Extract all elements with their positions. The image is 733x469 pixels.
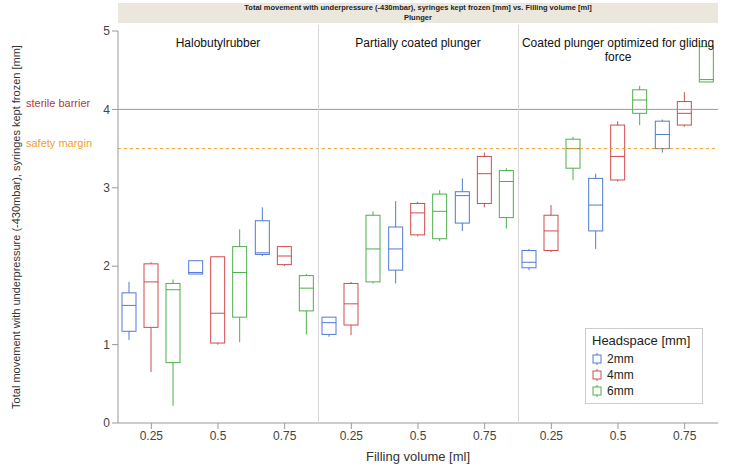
- svg-text:0.25: 0.25: [540, 429, 564, 443]
- svg-text:Filling volume [ml]: Filling volume [ml]: [366, 449, 470, 464]
- html-text:safety margin: safety margin: [26, 136, 92, 149]
- svg-text:3: 3: [103, 181, 110, 195]
- svg-text:0.5: 0.5: [610, 429, 627, 443]
- html-text:6mm: 6mm: [607, 384, 634, 398]
- svg-text:0: 0: [103, 416, 110, 430]
- html-text:Plunger: Plunger: [404, 13, 432, 22]
- html-text:Total movement with underpress: Total movement with underpressure (-430m…: [244, 3, 592, 12]
- html-text:2mm: 2mm: [607, 352, 634, 366]
- html-text:Total movement with underpress: Total movement with underpressure (-430m…: [10, 45, 22, 409]
- svg-text:1: 1: [103, 338, 110, 352]
- html-text:Headspace [mm]: Headspace [mm]: [592, 333, 691, 348]
- svg-text:0.5: 0.5: [210, 429, 227, 443]
- svg-text:0.25: 0.25: [140, 429, 164, 443]
- html-text:4mm: 4mm: [607, 368, 634, 382]
- svg-text:0.75: 0.75: [673, 429, 697, 443]
- html-text:Coated plunger optimized for g: Coated plunger optimized for gliding for…: [521, 36, 715, 64]
- svg-text:5: 5: [103, 24, 110, 38]
- svg-text:2: 2: [103, 259, 110, 273]
- svg-text:0.5: 0.5: [410, 429, 427, 443]
- svg-text:0.25: 0.25: [340, 429, 364, 443]
- html-text:sterile barrier: sterile barrier: [26, 97, 91, 110]
- svg-text:0.75: 0.75: [273, 429, 297, 443]
- svg-text:0.75: 0.75: [473, 429, 497, 443]
- html-text:Partially coated plunger: Partially coated plunger: [355, 36, 481, 50]
- svg-text:4: 4: [103, 103, 110, 117]
- html-text:Halobutylrubber: Halobutylrubber: [175, 36, 261, 50]
